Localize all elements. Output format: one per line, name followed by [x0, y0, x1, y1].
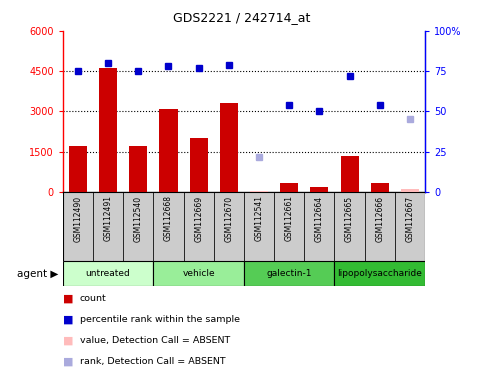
Text: GSM112667: GSM112667 [405, 195, 414, 242]
Bar [304, 192, 334, 261]
Text: GSM112540: GSM112540 [134, 195, 143, 242]
Text: ■: ■ [63, 294, 73, 304]
Bar [250, 191, 268, 192]
Text: ■: ■ [63, 315, 73, 325]
Text: GSM112664: GSM112664 [315, 195, 324, 242]
Bar [365, 192, 395, 261]
Bar [129, 146, 147, 192]
Text: GSM112665: GSM112665 [345, 195, 354, 242]
Bar [371, 183, 389, 192]
Bar [244, 192, 274, 261]
Bar [280, 183, 298, 192]
Text: GSM112666: GSM112666 [375, 195, 384, 242]
Text: untreated: untreated [85, 269, 130, 278]
Text: GSM112668: GSM112668 [164, 195, 173, 242]
Bar [154, 261, 244, 286]
Text: GSM112670: GSM112670 [224, 195, 233, 242]
Bar [274, 192, 304, 261]
Bar [401, 189, 419, 192]
Text: GSM112669: GSM112669 [194, 195, 203, 242]
Bar [93, 192, 123, 261]
Bar [69, 146, 87, 192]
Text: GSM112661: GSM112661 [284, 195, 294, 242]
Bar [334, 261, 425, 286]
Text: GSM112491: GSM112491 [103, 195, 113, 242]
Bar [395, 192, 425, 261]
Text: ■: ■ [63, 336, 73, 346]
Bar [220, 103, 238, 192]
Text: vehicle: vehicle [182, 269, 215, 278]
Bar [244, 261, 334, 286]
Bar [63, 192, 93, 261]
Bar [334, 192, 365, 261]
Bar [184, 192, 213, 261]
Text: percentile rank within the sample: percentile rank within the sample [80, 315, 240, 324]
Text: agent ▶: agent ▶ [16, 268, 58, 279]
Text: value, Detection Call = ABSENT: value, Detection Call = ABSENT [80, 336, 230, 345]
Bar [63, 261, 154, 286]
Bar [311, 187, 328, 192]
Bar [341, 156, 358, 192]
Bar [159, 109, 178, 192]
Text: GSM112490: GSM112490 [73, 195, 83, 242]
Text: GDS2221 / 242714_at: GDS2221 / 242714_at [173, 12, 310, 25]
Bar [123, 192, 154, 261]
Bar [99, 68, 117, 192]
Text: lipopolysaccharide: lipopolysaccharide [337, 269, 422, 278]
Text: galectin-1: galectin-1 [267, 269, 312, 278]
Bar [189, 138, 208, 192]
Bar [154, 192, 184, 261]
Text: ■: ■ [63, 357, 73, 367]
Text: GSM112541: GSM112541 [255, 195, 264, 242]
Text: count: count [80, 294, 106, 303]
Bar [213, 192, 244, 261]
Text: rank, Detection Call = ABSENT: rank, Detection Call = ABSENT [80, 357, 226, 366]
